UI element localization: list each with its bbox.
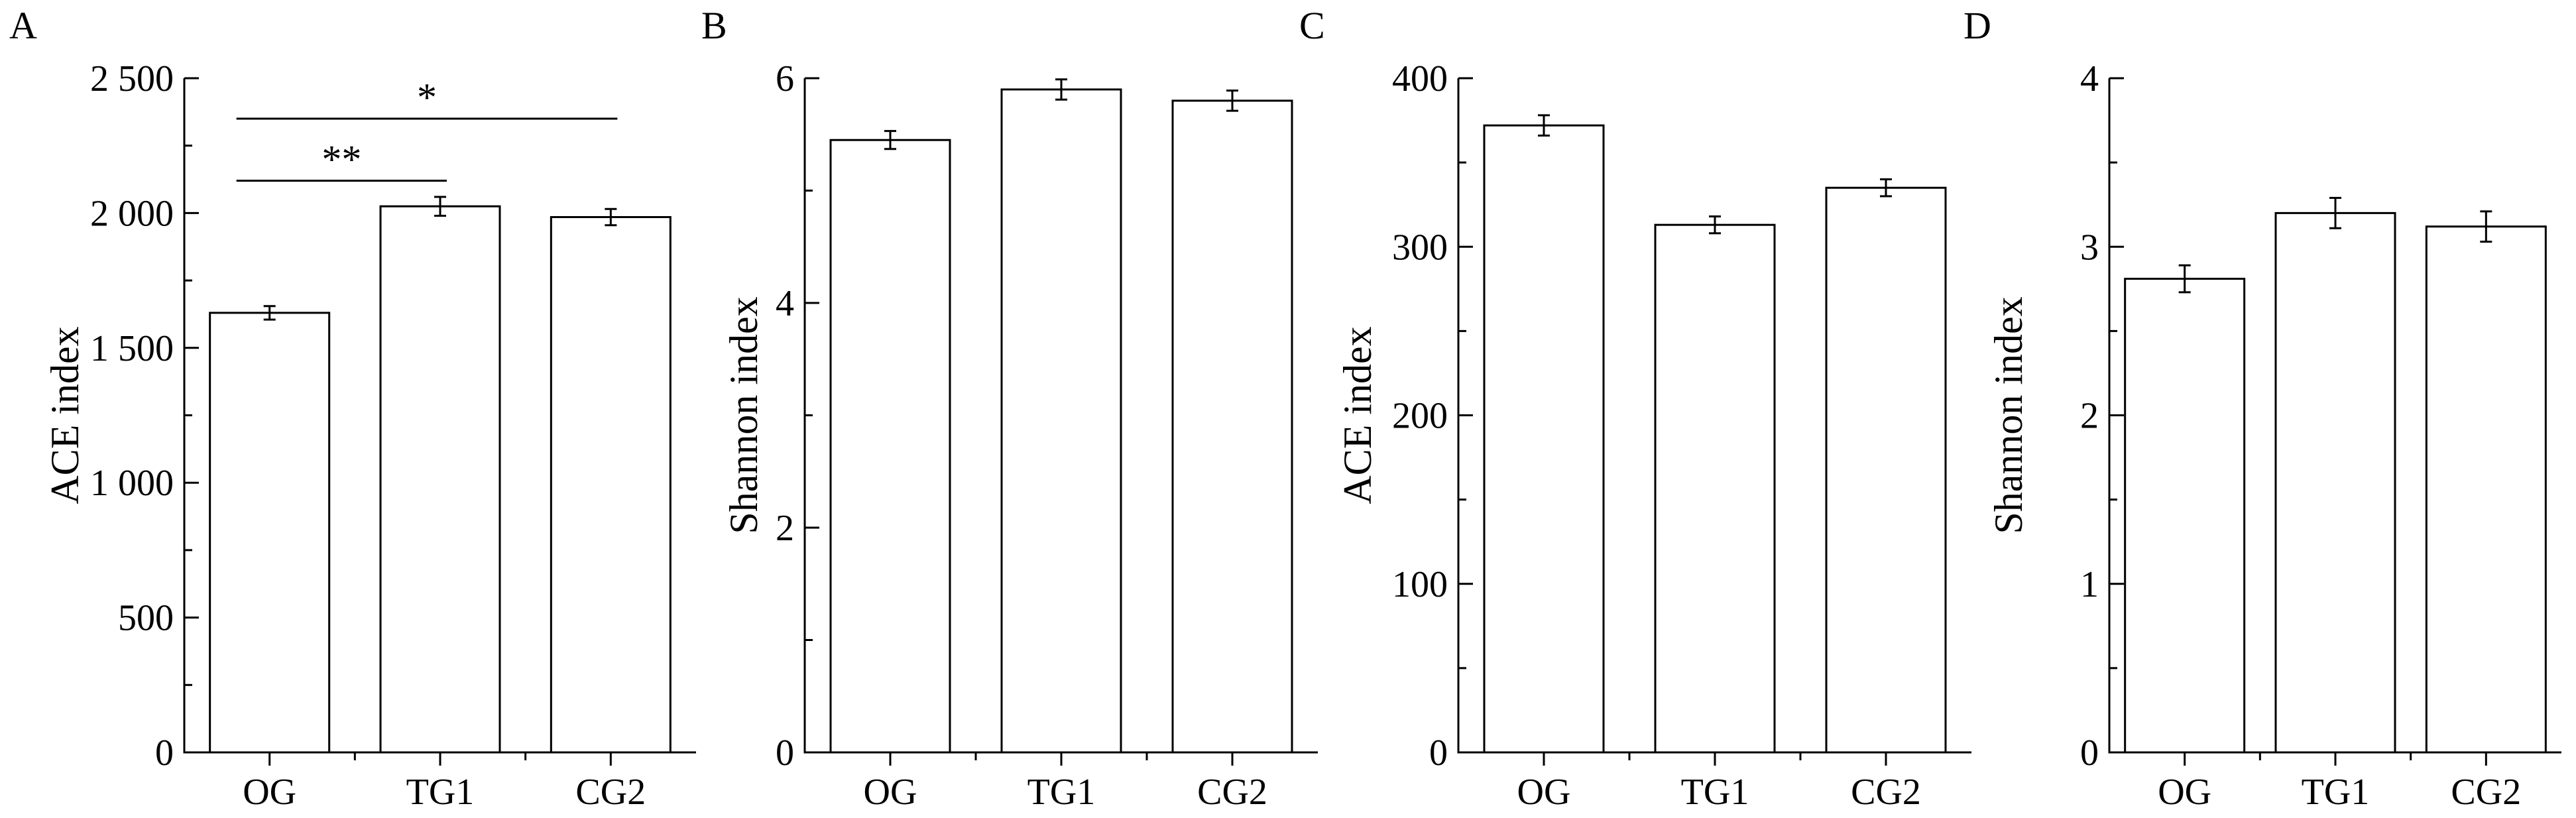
y-tick-label: 1 — [2080, 564, 2099, 605]
bar-tg1 — [1000, 88, 1122, 754]
bar-og — [829, 139, 951, 754]
x-tick-label: TG1 — [1027, 772, 1096, 813]
y-tick-label: 1 500 — [90, 328, 174, 369]
x-tick-label: CG2 — [1197, 772, 1267, 813]
y-tick-label: 4 — [776, 283, 794, 324]
bar-tg1 — [379, 205, 501, 754]
x-tick-label: OG — [1517, 772, 1571, 813]
chart-panel-a: A 0 500 1 000 1 500 2 000 2 500 OG TG1 CG2 ACE ind… — [9, 4, 696, 813]
y-tick-label: 3 — [2080, 227, 2099, 268]
x-tick-label: TG1 — [2302, 772, 2370, 813]
x-tick-label: CG2 — [1851, 772, 1921, 813]
x-tick-label: TG1 — [406, 772, 475, 813]
bar-og — [2124, 278, 2246, 754]
x-tick-label: TG1 — [1681, 772, 1749, 813]
y-tick-label: 2 — [776, 508, 794, 549]
bar-cg2 — [1825, 186, 1947, 754]
y-tick-label: 0 — [155, 732, 174, 774]
x-tick-label: OG — [2158, 772, 2211, 813]
y-tick-label: 1 000 — [90, 463, 174, 504]
bar-tg1 — [2274, 211, 2396, 754]
bar-cg2 — [550, 216, 672, 754]
y-tick-label: 4 — [2080, 58, 2099, 99]
y-tick-label: 0 — [776, 732, 794, 774]
x-tick-label: CG2 — [575, 772, 646, 813]
y-tick-label: 6 — [776, 58, 794, 99]
significance-label: ** — [322, 138, 361, 182]
y-axis-title: ACE index — [1336, 326, 1379, 504]
x-tick-label: OG — [864, 772, 917, 813]
x-tick-label: CG2 — [2451, 772, 2521, 813]
panel-letter: D — [1963, 4, 1991, 47]
panel-letter: C — [1299, 4, 1325, 47]
y-tick-label: 500 — [118, 598, 174, 639]
panel-letter: A — [9, 4, 37, 47]
bar-cg2 — [2425, 225, 2547, 754]
y-tick-label: 400 — [1392, 58, 1448, 99]
y-tick-label: 2 500 — [90, 58, 174, 99]
y-tick-label: 0 — [2080, 732, 2099, 774]
y-tick-label: 2 000 — [90, 193, 174, 234]
y-tick-label: 100 — [1392, 564, 1448, 605]
significance-label: * — [417, 76, 437, 119]
bar-tg1 — [1654, 223, 1776, 754]
y-axis-title: Shannon index — [1987, 296, 2030, 534]
bar-cg2 — [1171, 99, 1293, 754]
y-axis-title: ACE index — [43, 326, 87, 504]
x-tick-label: OG — [243, 772, 296, 813]
bar-og — [209, 312, 331, 754]
y-axis-title: Shannon index — [722, 296, 766, 534]
bar-og — [1483, 124, 1605, 754]
chart-panel-b: B 0 2 4 6 OG TG1 CG2 Shannon index — [701, 4, 1318, 813]
y-tick-label: 300 — [1392, 227, 1448, 268]
panel-letter: B — [701, 4, 727, 47]
y-tick-label: 0 — [1429, 732, 1448, 774]
chart-panel-d: D 0 1 2 3 4 OG TG1 CG2 Shannon index — [1963, 4, 2561, 813]
y-tick-label: 2 — [2080, 396, 2099, 437]
y-tick-label: 200 — [1392, 396, 1448, 437]
chart-panel-c: C 0 100 200 300 400 OG TG1 CG2 ACE index — [1299, 4, 1971, 813]
